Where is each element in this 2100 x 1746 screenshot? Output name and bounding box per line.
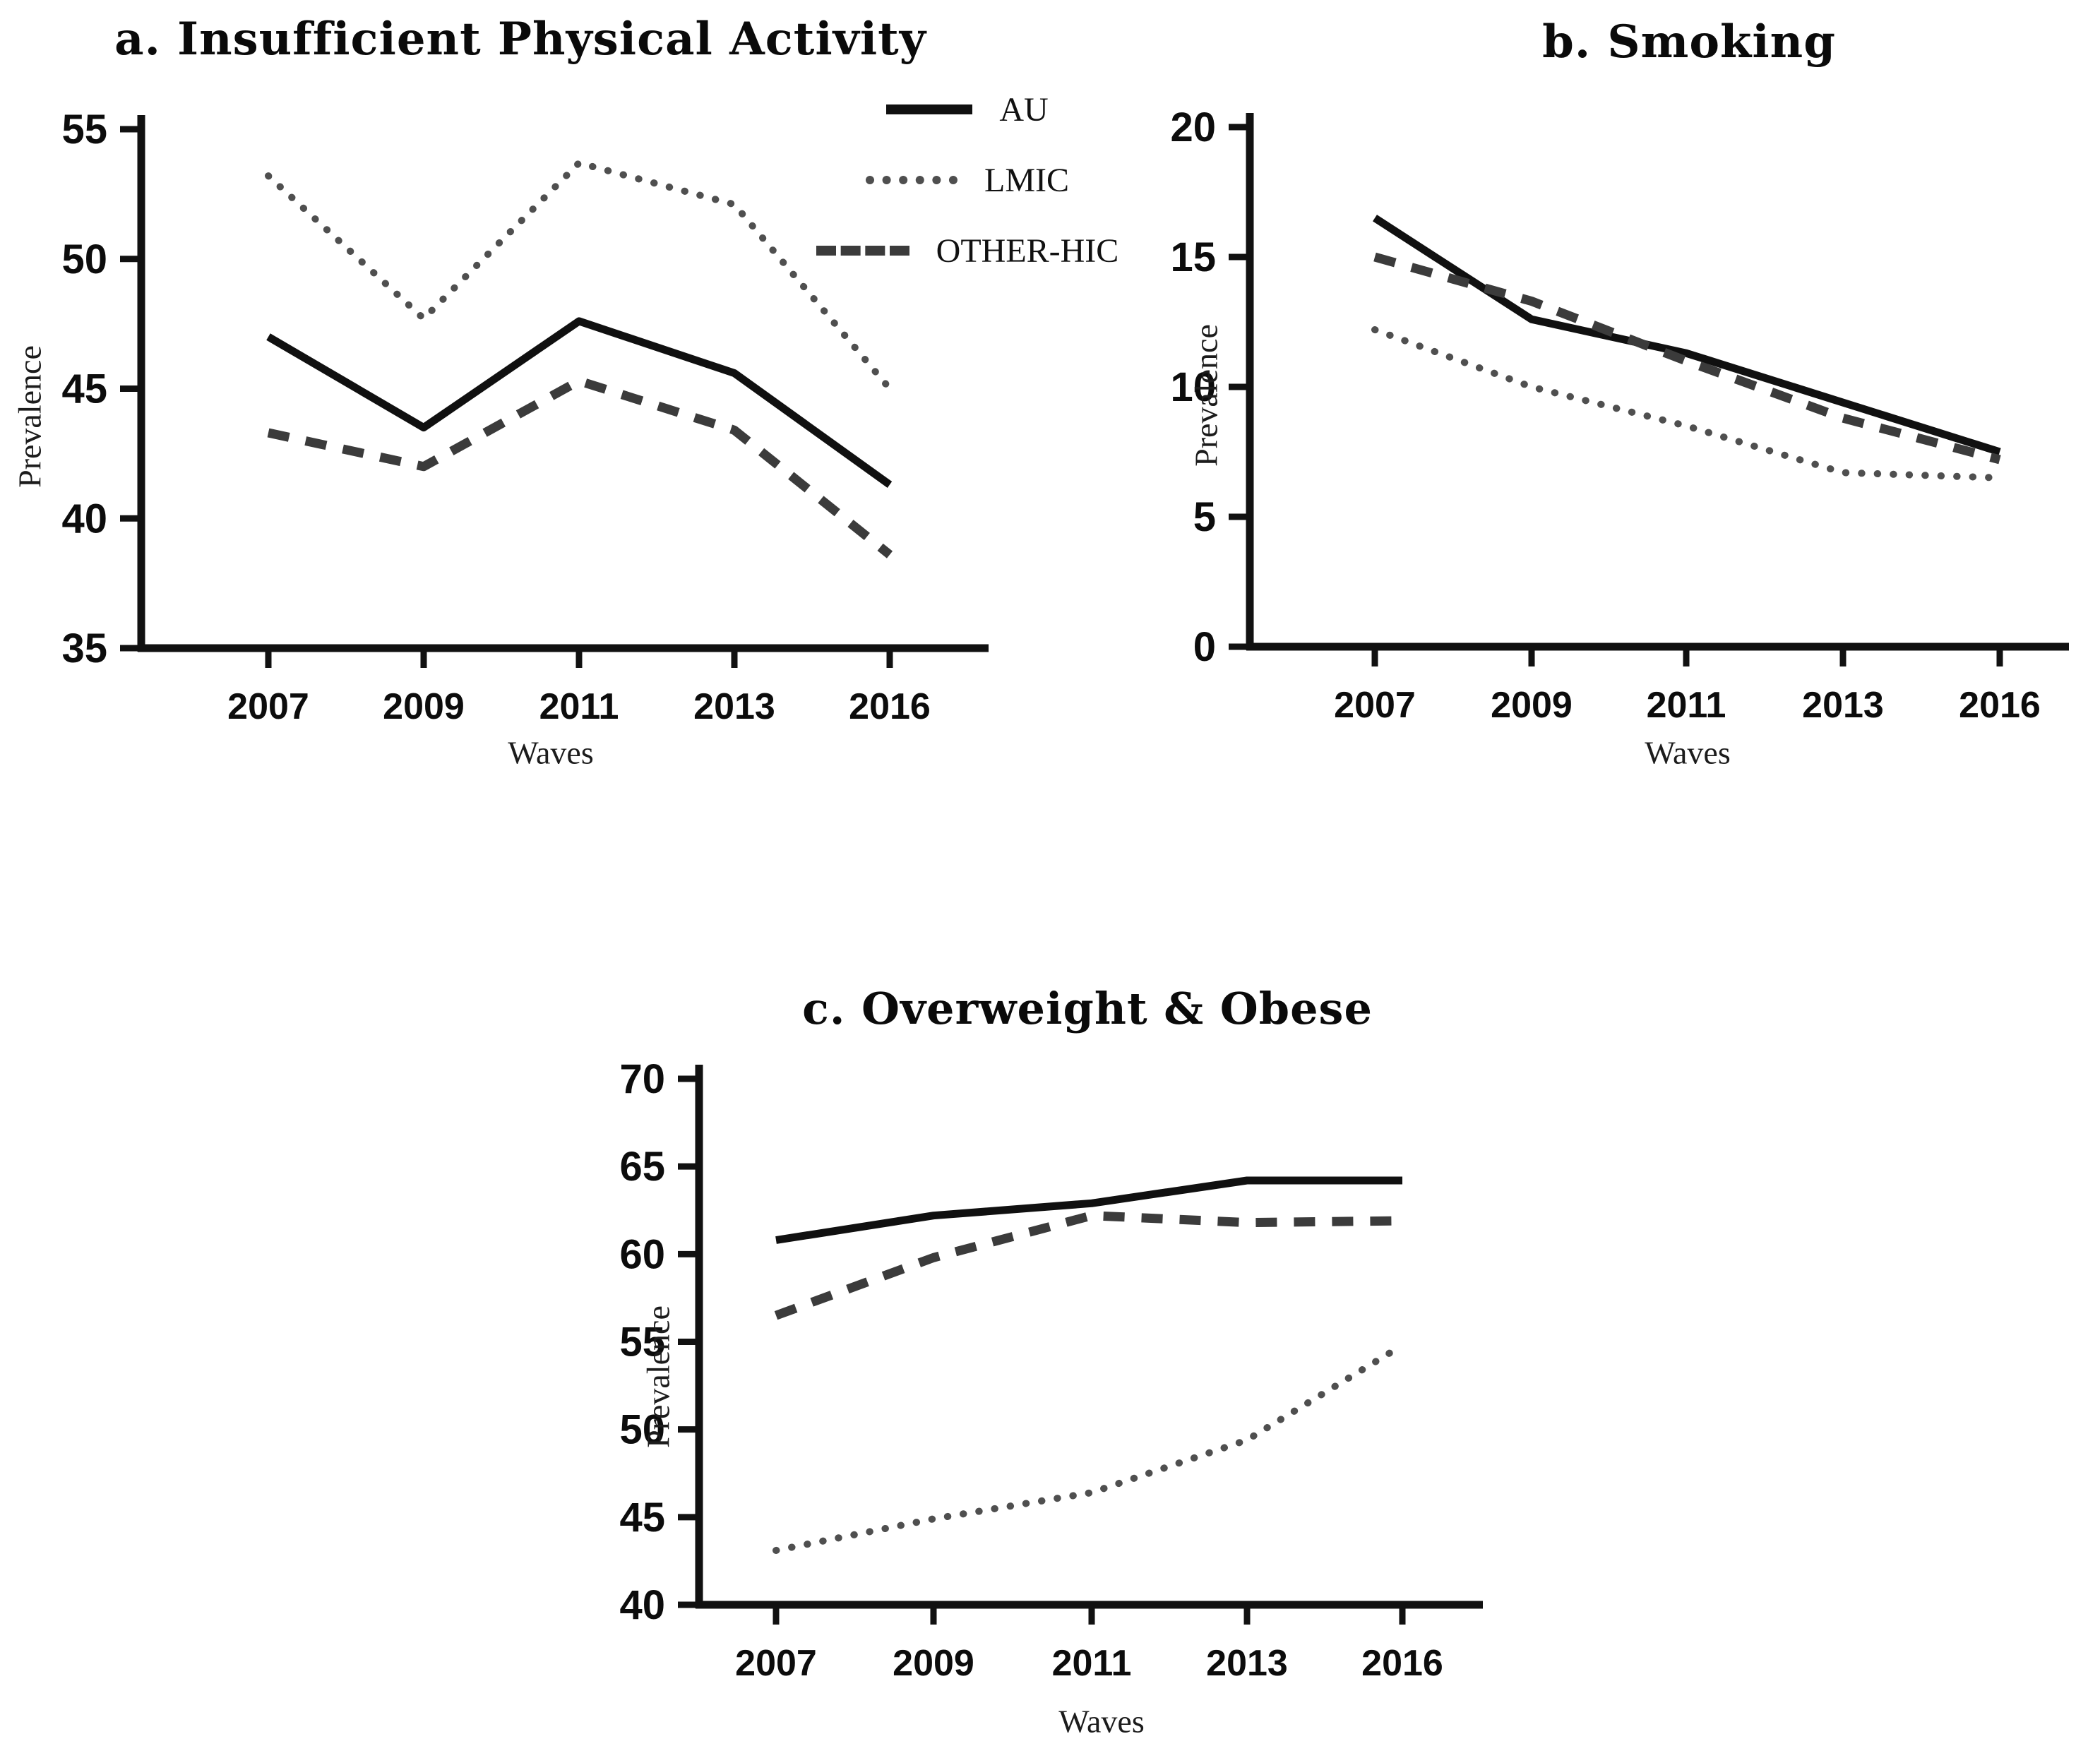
y-tick-label: 50 [619,1407,665,1453]
y-tick-label: 35 [61,626,107,671]
series-line-au [775,1176,1402,1244]
y-tick-label: 40 [619,1582,665,1628]
x-tick-label: 2011 [539,686,619,727]
x-tick-label: 2013 [693,686,775,727]
x-tick-label: 2016 [1361,1643,1443,1684]
y-tick-label: 15 [1170,234,1216,280]
y-tick-label: 60 [619,1231,665,1277]
x-tick-label: 2016 [1959,685,2041,726]
series-line-au [1373,215,2001,456]
y-tick-label: 55 [61,107,107,153]
chart-c-x-axis-label: Waves [1058,1703,1145,1740]
y-tick-label: 65 [619,1144,665,1190]
series-line-lmic [1371,326,2003,482]
x-tick-label: 2009 [893,1643,974,1684]
legend-label-other-hic: OTHER-HIC [936,232,1119,270]
chart-b-y-axis-label: Prevalence [1188,324,1224,467]
solid-line-swatch-icon [886,104,973,114]
x-tick-label: 2007 [227,686,309,727]
legend: AU LMIC OTHER-HIC [734,89,1200,271]
chart-b-x-axis-label: Waves [1645,734,1731,771]
chart-c-title: c. Overweight & Obese [802,983,1373,1034]
y-tick-label: 50 [61,237,107,282]
x-tick-label: 2011 [1052,1643,1132,1684]
x-tick-label: 2007 [735,1643,817,1684]
legend-item-other-hic: OTHER-HIC [816,230,1119,271]
y-tick-label: 10 [1170,364,1216,410]
series-line-other-hic [774,1211,1403,1320]
y-tick-label: 45 [61,366,107,412]
chart-a-x-axis-label: Waves [508,734,594,771]
y-tick-label: 0 [1193,624,1216,670]
x-tick-label: 2009 [383,686,465,727]
chart-a-plot: 35 40 45 50 55 2007 2009 2011 2013 2016 [61,107,989,727]
chart-b-title: b. Smoking [1542,16,1836,68]
x-tick-label: 2013 [1802,685,1884,726]
x-tick-label: 2009 [1491,685,1573,726]
chart-c-plot: 40 45 50 55 60 65 70 2007 2009 2011 2013 2016 [619,1056,1483,1684]
x-tick-label: 2013 [1206,1643,1288,1684]
series-line-other-hic [267,376,893,558]
legend-item-au: AU [886,89,1049,130]
x-tick-label: 2016 [849,686,931,727]
dashed-line-swatch-icon [816,246,909,256]
chart-a-title: a. Insufficient Physical Activity [114,13,926,66]
chart-b-plot: 0 5 10 15 20 2007 2009 2011 2013 2016 [1170,104,2069,726]
series-line-lmic [772,1341,1406,1554]
y-tick-label: 70 [619,1056,665,1102]
x-tick-label: 2007 [1334,685,1416,726]
series-line-other-hic [1373,252,2001,465]
x-tick-label: 2011 [1647,685,1726,726]
y-tick-label: 5 [1193,494,1216,540]
dotted-line-swatch-icon [866,176,957,184]
series-line-au [266,317,893,488]
chart-a-y-axis-label: Prevalence [11,345,48,488]
series-line-lmic [265,159,893,393]
y-tick-label: 45 [619,1495,665,1541]
y-tick-label: 55 [619,1320,665,1365]
chart-c-y-axis-label: Prevalence [640,1305,676,1448]
y-tick-label: 40 [61,496,107,542]
y-tick-label: 20 [1170,104,1216,150]
legend-item-lmic: LMIC [866,160,1069,201]
legend-label-lmic: LMIC [984,161,1069,199]
legend-label-au: AU [999,90,1049,128]
